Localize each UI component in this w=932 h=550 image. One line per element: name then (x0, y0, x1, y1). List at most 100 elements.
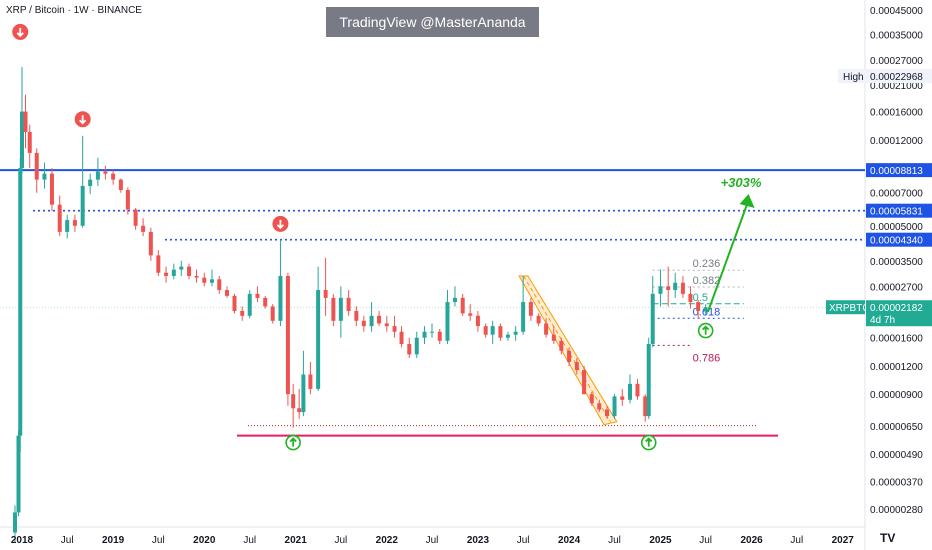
price-axis-tick: 0.00012000 (870, 136, 923, 147)
candle-body (278, 275, 283, 321)
candle-body (338, 297, 343, 321)
candle-body (361, 320, 366, 327)
fib-level-label: 0.5 (693, 292, 708, 304)
candle-body (57, 204, 62, 232)
candle-body (187, 266, 192, 276)
time-axis-tick: Jul (517, 535, 530, 546)
sell-signal-down-arrow-icon (272, 215, 289, 232)
time-axis-tick: 2026 (740, 535, 763, 546)
price-axis-tick: 0.00000280 (870, 505, 923, 516)
candle-body (688, 293, 693, 303)
candle-body (18, 168, 23, 436)
candle-body (346, 297, 351, 311)
falling-channel-midline (523, 275, 611, 422)
candle-body (582, 370, 587, 395)
candle-body (513, 331, 518, 335)
candle-body (255, 293, 260, 298)
candle-body (429, 331, 434, 333)
candle-body (680, 282, 685, 294)
candle-body (498, 326, 503, 338)
time-axis-tick: 2019 (102, 535, 125, 546)
symbol-label: XRPBTC (829, 303, 870, 314)
price-axis-tick: 0.00007000 (870, 189, 923, 200)
buy-signal-up-arrow-icon (697, 322, 714, 339)
candle-body (141, 225, 146, 232)
candle-body (103, 171, 108, 174)
candle-body (490, 326, 495, 335)
candle-body (27, 131, 32, 153)
down-arrow-icon (79, 115, 87, 125)
candle-body (544, 323, 549, 335)
candle-body (536, 315, 541, 324)
candle-body (23, 111, 28, 132)
candle-body (210, 279, 215, 283)
price-axis-tick: 0.00001600 (870, 334, 923, 345)
candle-body (452, 297, 457, 303)
candle-body (270, 306, 275, 321)
candle-body (673, 282, 678, 291)
up-arrow-icon (645, 437, 653, 447)
candle-body (263, 297, 268, 307)
candle-body (232, 295, 237, 311)
target-percent-label: +303% (721, 175, 762, 190)
candle-body (528, 302, 533, 316)
candle-body (628, 383, 632, 400)
candle-body (696, 302, 701, 311)
candle-body (589, 394, 594, 404)
candle-body (354, 310, 359, 321)
candle-body (88, 179, 93, 186)
bar-countdown-label: 4d 7h (870, 315, 895, 326)
candle-body (20, 111, 24, 169)
candle-body (194, 275, 199, 278)
buy-signal-up-arrow-icon (640, 434, 657, 451)
candle-body (316, 290, 321, 389)
level-price-label: 0.00008813 (870, 166, 923, 177)
candle-body (202, 277, 207, 283)
time-axis-tick: 2022 (376, 535, 399, 546)
candle-body (301, 374, 306, 413)
price-axis-tick: 0.00000370 (870, 477, 923, 488)
down-arrow-icon (16, 27, 24, 38)
price-axis-tick: 0.00000900 (870, 390, 923, 401)
candle-body (13, 512, 18, 533)
candle-body (475, 315, 480, 327)
time-axis-tick: 2024 (558, 535, 581, 546)
candle-body (605, 409, 610, 417)
price-axis-tick: 0.00027000 (870, 56, 923, 67)
candle-body (483, 326, 488, 335)
candle-body (217, 279, 222, 291)
candle-body (445, 302, 450, 341)
candle-body (551, 334, 556, 341)
candle-body (620, 396, 625, 400)
current-price-label: 0.00002182 (870, 303, 923, 314)
candle-body (574, 361, 579, 371)
candle-body (505, 334, 510, 338)
time-axis-tick: 2018 (11, 535, 34, 546)
author-watermark: TradingView @MasterAnanda (326, 7, 539, 37)
time-axis-tick: Jul (608, 535, 621, 546)
candle-body (567, 350, 572, 362)
candle-body (331, 297, 336, 321)
candle-body (95, 171, 100, 180)
tradingview-logo[interactable]: TV (880, 531, 896, 545)
high-price-label: 0.00022968 (870, 72, 923, 83)
candle-body (646, 344, 651, 417)
price-axis-tick: 0.00003500 (870, 257, 923, 268)
time-axis-tick: 2025 (649, 535, 672, 546)
price-axis-tick: 0.00005000 (870, 222, 923, 233)
candle-body (414, 337, 419, 355)
chart-title: XRP / Bitcoin · 1W · BINANCE (6, 5, 142, 16)
time-axis-tick: 2027 (832, 535, 855, 546)
candle-body (111, 173, 116, 180)
candle-body (384, 323, 389, 327)
level-price-badge (866, 163, 932, 178)
candle-body (16, 435, 21, 513)
time-axis-tick: Jul (61, 535, 74, 546)
candle-body (156, 255, 161, 273)
candle-body (658, 286, 663, 294)
candle-body (247, 293, 252, 316)
level-price-label: 0.00004340 (870, 236, 923, 247)
time-axis-tick: Jul (334, 535, 347, 546)
